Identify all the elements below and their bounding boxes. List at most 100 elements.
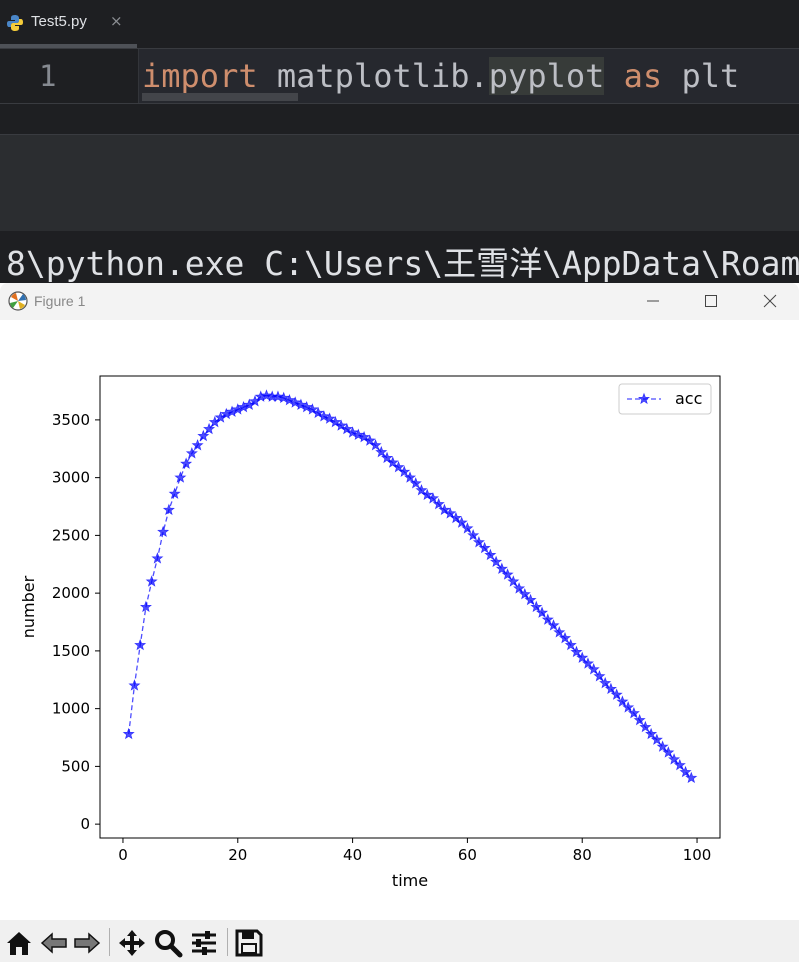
run-console: 8\python.exe C:\Users\王雪洋\AppData\Roam: [0, 231, 799, 283]
data-point: [484, 548, 497, 561]
python-icon: [6, 14, 24, 36]
pan-button[interactable]: [117, 928, 147, 958]
configure-subplots-button[interactable]: [189, 928, 219, 958]
y-tick-label: 2500: [52, 526, 90, 544]
data-point: [380, 451, 394, 464]
data-point: [134, 638, 147, 651]
x-tick-label: 100: [683, 846, 712, 864]
data-point: [444, 507, 457, 519]
highlighted-identifier: pyplot: [488, 57, 605, 95]
data-point: [570, 645, 583, 658]
data-point: [168, 487, 181, 499]
zoom-button[interactable]: [153, 928, 183, 958]
zoom-icon: [155, 930, 183, 958]
data-point: [599, 676, 612, 689]
data-point: [604, 682, 617, 695]
y-tick-label: 0: [80, 815, 90, 833]
y-tick-label: 1000: [52, 700, 90, 718]
data-point: [455, 516, 468, 528]
data-point: [294, 398, 307, 411]
tab-close-icon[interactable]: ×: [110, 12, 123, 30]
data-point: [306, 403, 319, 415]
y-tick-label: 2000: [52, 584, 90, 602]
data-point: [174, 471, 187, 483]
data-point: [513, 582, 526, 594]
data-point: [289, 396, 302, 408]
x-tick-label: 20: [228, 846, 247, 864]
figure-canvas[interactable]: 0 20 40 60 80 100 0 500 1000 1500 2000 2500 3000 3500…: [0, 320, 799, 920]
ide-window: Test5.py × 1 import matplotlib.pyplot as…: [0, 0, 799, 283]
data-point: [679, 765, 692, 778]
data-point: [685, 771, 698, 784]
data-point: [432, 497, 445, 510]
alias-name: plt: [681, 57, 740, 95]
editor-tab-bar: Test5.py ×: [0, 0, 799, 49]
data-point: [535, 606, 549, 618]
data-point: [610, 688, 623, 700]
data-point: [518, 587, 531, 600]
data-point: [369, 438, 382, 451]
data-point: [622, 701, 635, 713]
data-point: [392, 460, 405, 473]
data-point: [139, 600, 152, 613]
tab-test5-py[interactable]: Test5.py ×: [0, 0, 137, 48]
data-point: [157, 525, 170, 538]
data-point: [633, 713, 646, 726]
horizontal-scrollbar[interactable]: [142, 93, 298, 101]
data-point: [191, 438, 204, 451]
x-tick-label: 0: [118, 846, 128, 864]
code-line-1[interactable]: import matplotlib.pyplot as plt: [142, 57, 739, 95]
configure-subplots-icon: [192, 931, 216, 955]
data-point: [277, 391, 290, 404]
data-point: [162, 503, 175, 516]
save-icon: [235, 929, 263, 957]
y-tick-label: 3500: [52, 411, 90, 429]
data-point: [507, 575, 520, 587]
maximize-button[interactable]: [682, 283, 740, 320]
forward-icon: [74, 932, 101, 954]
data-point: [673, 758, 686, 771]
data-point: [329, 415, 342, 428]
x-tick-label: 80: [573, 846, 592, 864]
data-point: [467, 529, 480, 541]
data-point: [472, 535, 485, 548]
maximize-icon: [705, 295, 717, 307]
home-icon: [7, 932, 31, 955]
window-title: Figure 1: [34, 293, 86, 309]
data-point: [151, 552, 164, 564]
data-point: [616, 695, 629, 707]
data-point: [627, 706, 640, 719]
code-editor[interactable]: 1 import matplotlib.pyplot as plt: [0, 49, 799, 104]
data-point: [558, 631, 572, 644]
save-button[interactable]: [234, 928, 264, 958]
y-tick-label: 3000: [52, 469, 90, 487]
data-point: [145, 575, 158, 587]
data-point: [656, 740, 669, 752]
data-point: [317, 410, 330, 422]
back-button[interactable]: [39, 928, 69, 958]
data-point: [409, 477, 422, 489]
module-name: matplotlib.: [257, 57, 489, 95]
data-point: [363, 434, 376, 446]
forward-button[interactable]: [72, 928, 102, 958]
run-panel-toolbar: [0, 187, 799, 231]
navigation-toolbar: [0, 920, 799, 962]
legend-marker: [637, 392, 651, 405]
data-point: [449, 511, 462, 524]
window-titlebar[interactable]: Figure 1: [0, 283, 799, 320]
data-point: [335, 419, 348, 431]
data-point: [312, 406, 325, 419]
close-button[interactable]: [741, 283, 799, 320]
data-point: [495, 562, 508, 575]
data-point: [415, 483, 428, 496]
run-panel-header: [0, 134, 799, 188]
home-button[interactable]: [4, 928, 34, 958]
y-tick-label: 1500: [52, 642, 90, 660]
data-point: [501, 568, 514, 580]
data-point: [180, 457, 193, 469]
data-point: [271, 390, 285, 402]
x-tick-label: 60: [458, 846, 477, 864]
data-point: [581, 657, 595, 669]
data-point: [398, 465, 411, 478]
minimize-button[interactable]: [624, 283, 682, 320]
